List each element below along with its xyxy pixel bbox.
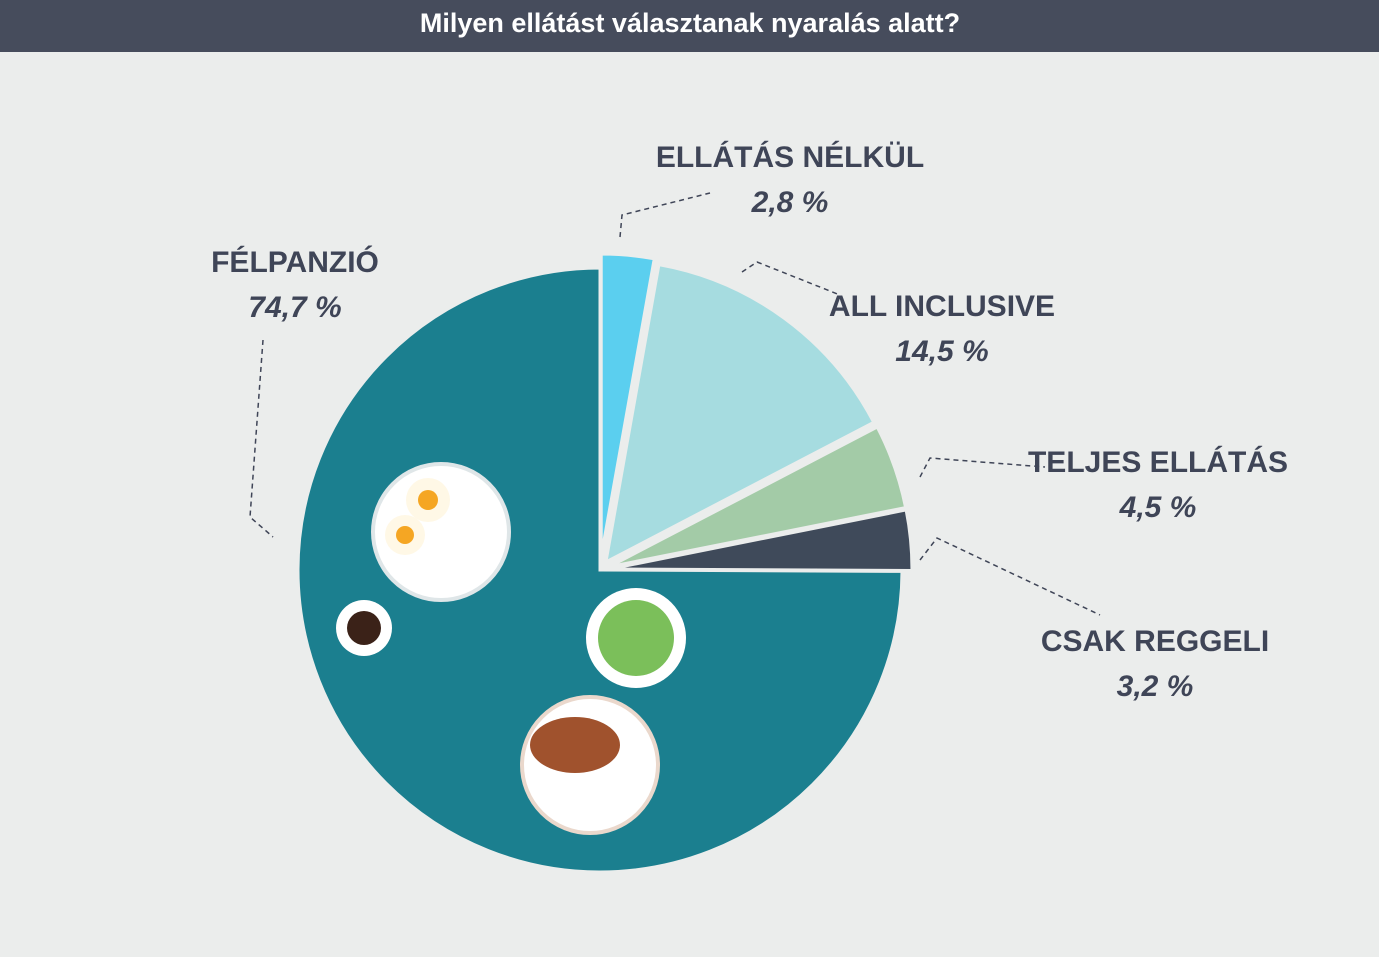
pie-slice [599,252,656,557]
slice-label: ALL INCLUSIVE [829,290,1055,323]
pie-slice [608,425,908,569]
value-label: 14,5 % [895,335,988,368]
chart-title: Milyen ellátást választanak nyaralás ala… [420,8,960,38]
value-label: 4,5 % [1119,491,1197,524]
leader-line [919,457,1046,478]
value-label: 74,7 % [248,291,341,324]
slice-label: ELLÁTÁS NÉLKÜL [656,140,924,174]
pie-slice [296,266,904,874]
pie-slice [603,262,876,565]
pie [296,252,914,874]
title-bar [0,0,1379,52]
leader-line [919,537,1101,616]
slice-label: FÉLPANZIÓ [211,245,379,279]
value-label: 3,2 % [1117,670,1194,703]
pie-slice [609,508,914,572]
value-label: 2,8 % [751,186,829,219]
labels: ELLÁTÁS NÉLKÜL 2,8 % ALL INCLUSIVE 14,5 % TE… [211,140,1288,703]
decoration [336,462,686,835]
slice-label: CSAK REGGELI [1041,625,1269,658]
slice-label: TELJES ELLÁTÁS [1028,445,1288,479]
leader-line [619,192,711,238]
leader-line [741,261,841,296]
